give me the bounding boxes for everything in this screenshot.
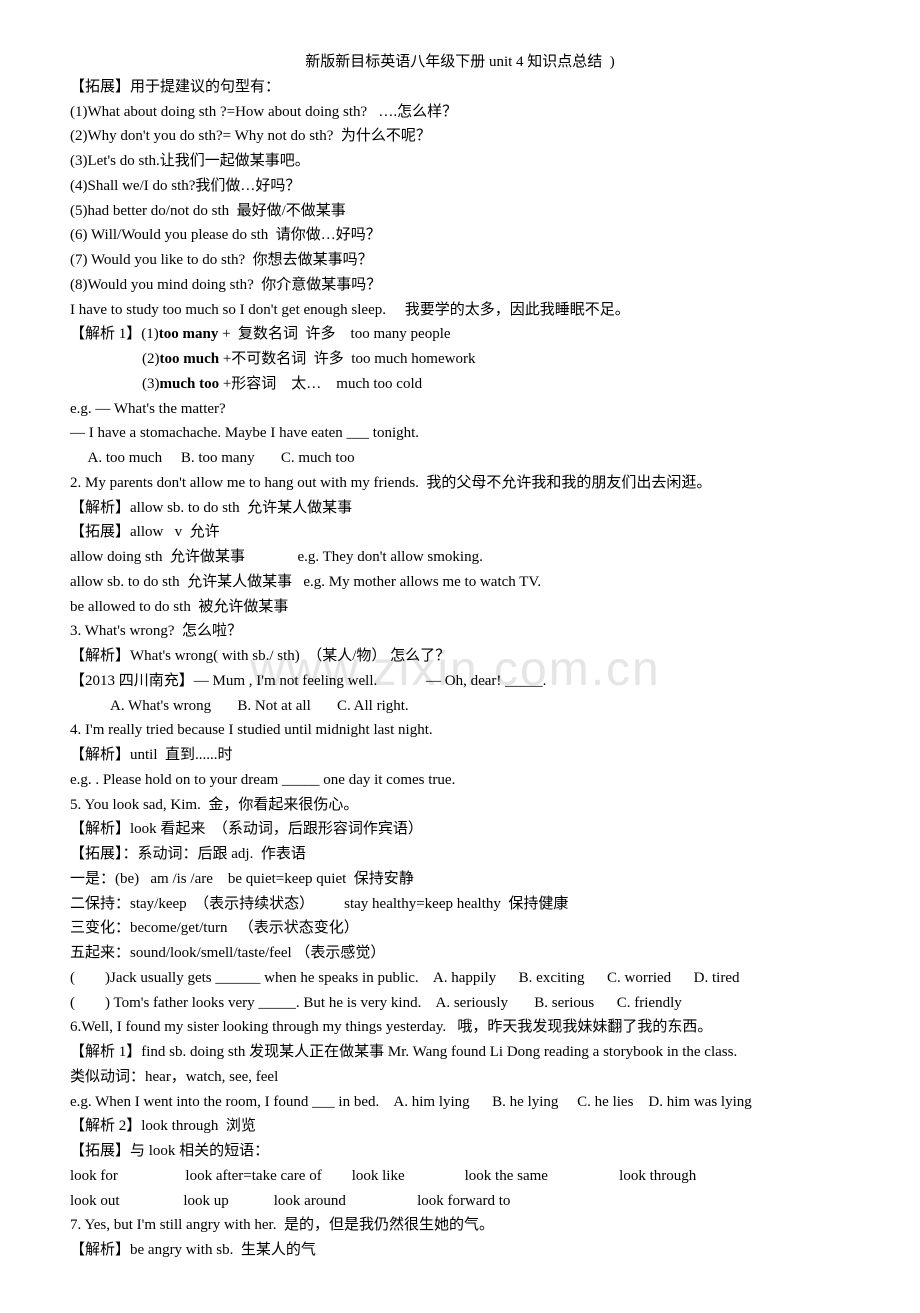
text-line: (1)What about doing sth ?=How about doin… — [70, 100, 850, 125]
lines-container: 【拓展】用于提建议的句型有：(1)What about doing sth ?=… — [70, 75, 850, 1263]
text-line: 3. What's wrong? 怎么啦？ — [70, 619, 850, 644]
text-line: (2)too much +不可数名词 许多 too much homework — [70, 347, 850, 372]
text-line: 二保持：stay/keep （表示持续状态） stay healthy=keep… — [70, 892, 850, 917]
text-line: 【拓展】：系动词：后跟 adj. 作表语 — [70, 842, 850, 867]
text-line: A. too much B. too many C. much too — [70, 446, 850, 471]
text-line: (8)Would you mind doing sth? 你介意做某事吗？ — [70, 273, 850, 298]
text-line: 五起来：sound/look/smell/taste/feel （表示感觉） — [70, 941, 850, 966]
text-line: 【解析】allow sb. to do sth 允许某人做某事 — [70, 496, 850, 521]
text-line: 7. Yes, but I'm still angry with her. 是的… — [70, 1213, 850, 1238]
text-line: (3)Let's do sth.让我们一起做某事吧。 — [70, 149, 850, 174]
text-line: 【2013 四川南充】— Mum , I'm not feeling well.… — [70, 669, 850, 694]
text-line: be allowed to do sth 被允许做某事 — [70, 595, 850, 620]
text-line: 【解析 1】(1)too many + 复数名词 许多 too many peo… — [70, 322, 850, 347]
text-line: 【拓展】allow v 允许 — [70, 520, 850, 545]
text-line: 三变化：become/get/turn （表示状态变化） — [70, 916, 850, 941]
text-line: 【拓展】与 look 相关的短语： — [70, 1139, 850, 1164]
text-line: look out look up look around look forwar… — [70, 1189, 850, 1214]
text-line: (6) Will/Would you please do sth 请你做…好吗？ — [70, 223, 850, 248]
text-line: (2)Why don't you do sth?= Why not do sth… — [70, 124, 850, 149]
document-content: 新版新目标英语八年级下册 unit 4 知识点总结 ) 【拓展】用于提建议的句型… — [70, 50, 850, 1263]
text-line: A. What's wrong B. Not at all C. All rig… — [70, 694, 850, 719]
text-line: e.g. — What's the matter? — [70, 397, 850, 422]
text-line: look for look after=take care of look li… — [70, 1164, 850, 1189]
text-line: 4. I'm really tried because I studied un… — [70, 718, 850, 743]
text-line: 【解析】until 直到......时 — [70, 743, 850, 768]
text-line: 【解析 2】look through 浏览 — [70, 1114, 850, 1139]
text-line: 【解析】look 看起来 （系动词，后跟形容词作宾语） — [70, 817, 850, 842]
text-line: e.g. . Please hold on to your dream ____… — [70, 768, 850, 793]
text-line: 5. You look sad, Kim. 金，你看起来很伤心。 — [70, 793, 850, 818]
text-line: (3)much too +形容词 太… much too cold — [70, 372, 850, 397]
text-line: ( ) Tom's father looks very _____. But h… — [70, 991, 850, 1016]
text-line: 【解析 1】find sb. doing sth 发现某人正在做某事 Mr. W… — [70, 1040, 850, 1065]
text-line: 2. My parents don't allow me to hang out… — [70, 471, 850, 496]
text-line: — I have a stomachache. Maybe I have eat… — [70, 421, 850, 446]
text-line: 类似动词：hear，watch, see, feel — [70, 1065, 850, 1090]
text-line: 【拓展】用于提建议的句型有： — [70, 75, 850, 100]
text-line: e.g. When I went into the room, I found … — [70, 1090, 850, 1115]
text-line: 【解析】be angry with sb. 生某人的气 — [70, 1238, 850, 1263]
text-line: 6.Well, I found my sister looking throug… — [70, 1015, 850, 1040]
text-line: allow sb. to do sth 允许某人做某事 e.g. My moth… — [70, 570, 850, 595]
text-line: allow doing sth 允许做某事 e.g. They don't al… — [70, 545, 850, 570]
text-line: I have to study too much so I don't get … — [70, 298, 850, 323]
text-line: (7) Would you like to do sth? 你想去做某事吗？ — [70, 248, 850, 273]
text-line: 【解析】What's wrong( with sb./ sth) （某人/物） … — [70, 644, 850, 669]
document-title: 新版新目标英语八年级下册 unit 4 知识点总结 ) — [70, 50, 850, 75]
text-line: (4)Shall we/I do sth?我们做…好吗？ — [70, 174, 850, 199]
text-line: 一是：(be) am /is /are be quiet=keep quiet … — [70, 867, 850, 892]
text-line: ( )Jack usually gets ______ when he spea… — [70, 966, 850, 991]
text-line: (5)had better do/not do sth 最好做/不做某事 — [70, 199, 850, 224]
